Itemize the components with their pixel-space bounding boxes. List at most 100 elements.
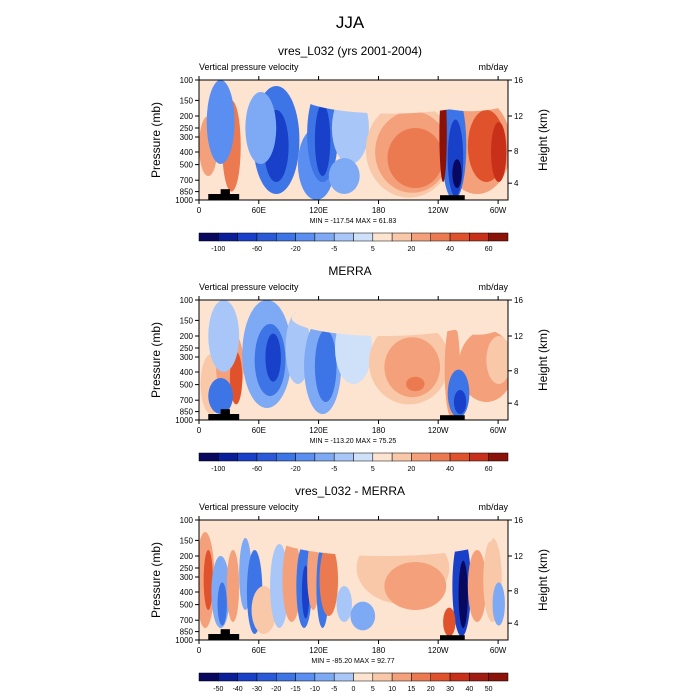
- y-right-tick-label: 4: [514, 399, 519, 408]
- x-tick-label: 60W: [490, 646, 507, 655]
- y-right-tick-label: 12: [514, 112, 523, 121]
- colorbar-cell: [237, 672, 258, 682]
- topography: [440, 635, 465, 640]
- colorbar-cell: [469, 452, 489, 462]
- x-tick-label: 120E: [309, 426, 328, 435]
- y-axis-label: Pressure (mb): [149, 542, 163, 618]
- colorbar-cell: [256, 672, 277, 682]
- colorbar-label: -15: [291, 686, 301, 693]
- figure-title: JJA: [336, 13, 365, 32]
- y-tick-label: 400: [180, 368, 194, 377]
- contour-region: [443, 607, 456, 637]
- x-tick-label: 0: [197, 426, 202, 435]
- colorbar-cell: [218, 452, 238, 462]
- contour-region: [245, 92, 277, 164]
- contour-region: [291, 300, 478, 336]
- contour-region: [217, 582, 227, 626]
- colorbar-cell: [391, 232, 412, 242]
- colorbar-cell: [488, 452, 509, 462]
- min-max-stats: MIN = -117.54 MAX = 61.83: [310, 218, 397, 225]
- y-tick-label: 700: [180, 396, 194, 405]
- contour-region: [206, 80, 235, 164]
- contour-region: [424, 80, 508, 112]
- y-tick-label: 500: [180, 161, 194, 170]
- colorbar-cell: [295, 452, 316, 462]
- topography: [440, 415, 465, 420]
- colorbar-label: 40: [465, 686, 473, 693]
- contour-region: [314, 330, 337, 402]
- colorbar-cell: [411, 672, 431, 682]
- y-right-tick-label: 16: [514, 76, 523, 85]
- contour-region: [467, 550, 487, 622]
- contour-field: [199, 520, 508, 640]
- chart-panel: MERRA Vertical pressure velocity mb/day 100…: [149, 264, 550, 473]
- x-tick-label: 120W: [428, 206, 449, 215]
- colorbar-label: -60: [252, 466, 262, 473]
- colorbar-cell: [198, 452, 219, 462]
- panel-subtitle-left: Vertical pressure velocity: [199, 282, 299, 292]
- colorbar-cell: [333, 672, 354, 682]
- x-tick-label: 180: [372, 426, 386, 435]
- colorbar-label: 60: [485, 466, 493, 473]
- y-tick-label: 250: [180, 344, 194, 353]
- colorbar-cell: [218, 672, 238, 682]
- contour-region: [446, 301, 508, 335]
- colorbar-label: 50: [485, 686, 493, 693]
- panel-subtitle-left: Vertical pressure velocity: [199, 502, 299, 512]
- contour-region: [251, 586, 277, 634]
- y-tick-label: 700: [180, 176, 194, 185]
- min-max-stats: MIN = -113.20 MAX = 75.25: [310, 438, 397, 445]
- x-tick-label: 180: [372, 206, 386, 215]
- colorbar-label: 30: [446, 686, 454, 693]
- colorbar-label: 40: [446, 466, 454, 473]
- contour-region: [265, 333, 281, 382]
- colorbar-label: -5: [331, 466, 337, 473]
- y-axis-label: Pressure (mb): [149, 102, 163, 178]
- y-axis-label: Pressure (mb): [149, 322, 163, 398]
- contour-region: [350, 601, 376, 631]
- colorbar-cell: [353, 452, 374, 462]
- colorbar-label: 20: [408, 246, 416, 253]
- y-tick-label: 1000: [175, 636, 193, 645]
- topography: [220, 189, 230, 194]
- colorbar-cell: [295, 232, 316, 242]
- x-tick-label: 60W: [490, 426, 507, 435]
- x-tick-label: 60E: [252, 426, 266, 435]
- colorbar-cell: [430, 452, 451, 462]
- x-tick-label: 0: [197, 206, 202, 215]
- y-tick-label: 200: [180, 112, 194, 121]
- colorbar-cell: [391, 452, 412, 462]
- colorbar-cell: [276, 232, 296, 242]
- panel-subtitle-right: mb/day: [478, 502, 508, 512]
- colorbar-label: -5: [331, 246, 337, 253]
- y-axis-label-right: Height (km): [536, 329, 550, 391]
- colorbar-cell: [237, 232, 258, 242]
- plot-frame: [198, 519, 509, 641]
- colorbar-label: -20: [291, 246, 301, 253]
- x-tick-label: 180: [372, 646, 386, 655]
- colorbar-label: -100: [211, 246, 225, 253]
- colorbar-label: -30: [252, 686, 262, 693]
- y-tick-label: 150: [180, 316, 194, 325]
- contour-region: [328, 158, 360, 194]
- colorbar-cell: [488, 232, 509, 242]
- topography: [220, 629, 230, 634]
- y-tick-label: 850: [180, 628, 194, 637]
- panel-subtitle-right: mb/day: [478, 282, 508, 292]
- colorbar-label: -5: [331, 686, 337, 693]
- contour-region: [453, 390, 467, 414]
- colorbar-cell: [411, 452, 431, 462]
- y-tick-label: 400: [180, 148, 194, 157]
- y-right-tick-label: 12: [514, 332, 523, 341]
- contour-region: [276, 520, 493, 556]
- contour-region: [226, 550, 240, 622]
- y-right-tick-label: 8: [514, 587, 519, 596]
- y-tick-label: 150: [180, 96, 194, 105]
- y-tick-label: 700: [180, 616, 194, 625]
- colorbar-label: 20: [408, 466, 416, 473]
- topography: [208, 634, 240, 640]
- y-tick-label: 300: [180, 573, 194, 582]
- topography: [220, 409, 230, 414]
- colorbar-cell: [333, 452, 354, 462]
- y-tick-label: 850: [180, 408, 194, 417]
